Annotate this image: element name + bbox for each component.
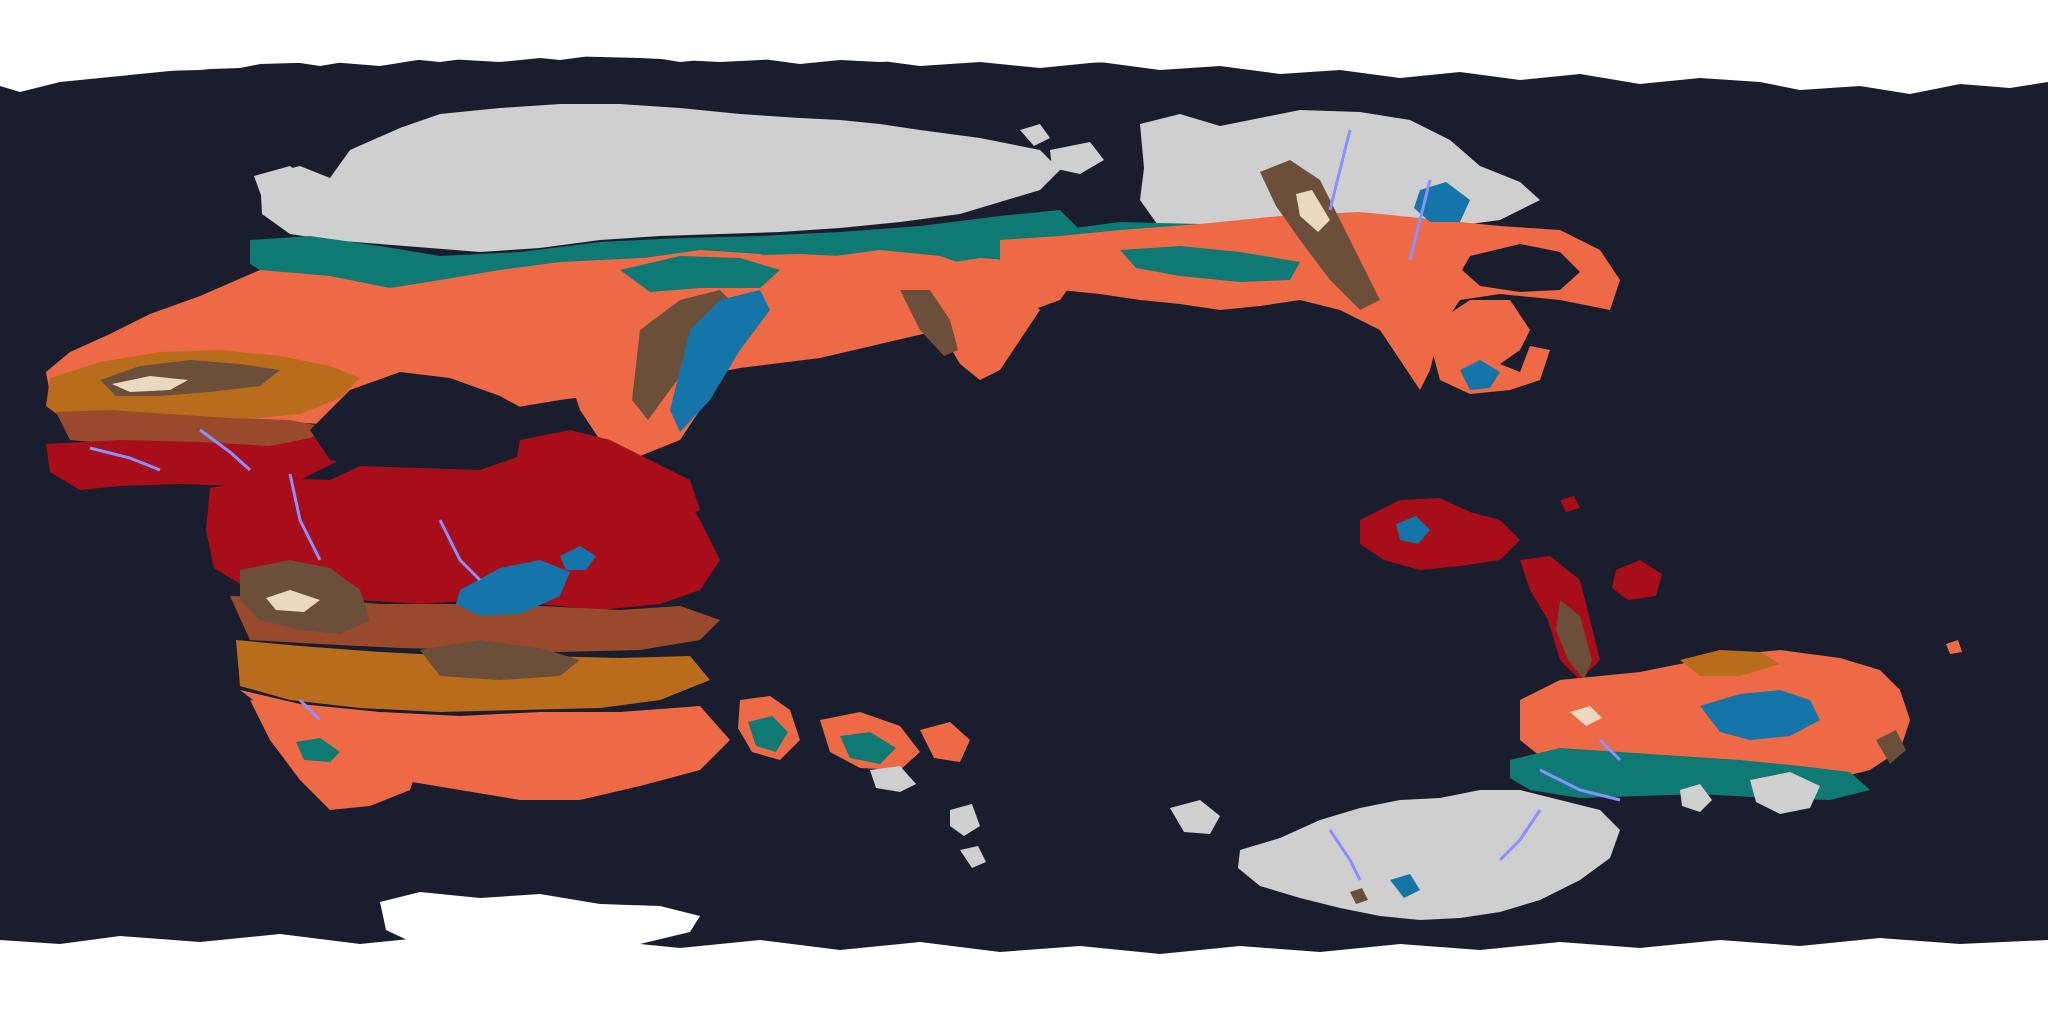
south-polar-ice xyxy=(0,934,2048,1024)
north-central-arm xyxy=(516,250,800,520)
central-temperate-south xyxy=(240,690,730,800)
southern-archipelago xyxy=(738,696,986,868)
west-rainforest xyxy=(46,436,340,490)
al-tundra-east xyxy=(1750,772,1820,814)
sc-savanna xyxy=(1680,650,1780,676)
al-tundra-west xyxy=(1170,800,1220,834)
central-alpine-a xyxy=(266,590,320,612)
central-boreal-pocket xyxy=(296,738,340,762)
nca-lake xyxy=(670,290,770,432)
nca-rainforest-south xyxy=(516,430,700,520)
arch-island-a-boreal xyxy=(748,716,788,752)
al-tundra-main xyxy=(1238,790,1620,920)
sc-rainforest-north xyxy=(1360,498,1520,570)
central-lake-b xyxy=(560,546,596,570)
al-tundra-far-east xyxy=(1680,784,1712,812)
small-islands xyxy=(254,124,1962,654)
west-tundra xyxy=(260,104,1060,252)
north-polar-ice xyxy=(0,0,2048,94)
ne-highlands xyxy=(1260,160,1380,310)
ne-alpine xyxy=(1296,190,1330,232)
island-rain-small xyxy=(1560,496,1580,512)
sc-lake-north xyxy=(1396,516,1430,544)
northeast-continent xyxy=(820,110,1620,394)
arch-island-e-tundra xyxy=(950,804,980,836)
sc-lake xyxy=(1700,690,1820,740)
west-semi-arid xyxy=(56,410,330,448)
west-boreal xyxy=(250,210,1080,290)
central-river-a xyxy=(288,473,482,722)
sc-river xyxy=(1539,738,1622,802)
nca-boreal xyxy=(620,256,780,292)
western-continent xyxy=(46,104,1080,490)
antarctic-landmass xyxy=(1170,772,1820,920)
arch-island-f xyxy=(960,846,986,868)
west-inland-sea xyxy=(310,372,560,470)
west-alpine-a xyxy=(112,376,188,392)
arch-island-b-boreal xyxy=(840,732,896,764)
sc-rainforest-east-island xyxy=(1612,560,1662,600)
ne-west-arm-highlands xyxy=(900,290,958,356)
al-highlands xyxy=(1350,888,1368,904)
al-river xyxy=(1328,809,1542,881)
ne-boreal-south xyxy=(1120,246,1300,282)
sc-spine-highlands xyxy=(1556,600,1592,680)
south-ice-shelf xyxy=(380,892,700,952)
ne-river xyxy=(1328,129,1432,261)
central-lake-a xyxy=(456,560,570,616)
island-tundra-nw xyxy=(254,166,312,200)
ne-lake-b xyxy=(1460,360,1500,390)
island-tundra-center-b xyxy=(1020,124,1050,146)
central-highlands-b xyxy=(420,640,580,680)
arch-island-d-tundra xyxy=(870,766,916,792)
island-east-small xyxy=(1946,640,1962,654)
southern-continent xyxy=(1360,498,1910,802)
sc-highlands-east xyxy=(1876,730,1906,764)
ne-inner-sea xyxy=(1462,244,1580,292)
al-lake xyxy=(1390,874,1420,898)
arch-island-c xyxy=(920,722,970,762)
west-river-1 xyxy=(89,428,252,472)
island-tundra-center xyxy=(1050,142,1104,174)
sc-alpine xyxy=(1570,706,1602,726)
